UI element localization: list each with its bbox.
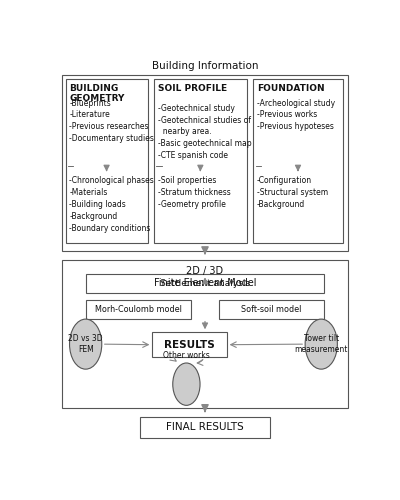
Text: Settlement analysis: Settlement analysis (160, 279, 250, 288)
Text: BUILDING
GEOMETRY: BUILDING GEOMETRY (69, 84, 124, 103)
FancyBboxPatch shape (62, 76, 348, 250)
FancyBboxPatch shape (86, 274, 324, 293)
Text: Tower tilt
measurement: Tower tilt measurement (294, 334, 348, 354)
Text: -Chronological phases
-Materials
-Building loads
-Background
-Boundary condition: -Chronological phases -Materials -Buildi… (69, 176, 154, 233)
FancyBboxPatch shape (154, 79, 247, 243)
FancyBboxPatch shape (219, 300, 324, 318)
Text: Morh-Coulomb model: Morh-Coulomb model (95, 305, 182, 314)
Ellipse shape (305, 319, 337, 369)
Text: -Archeological study
-Previous works
-Previous hypoteses: -Archeological study -Previous works -Pr… (257, 98, 335, 131)
Text: Building Information: Building Information (152, 61, 258, 71)
Text: Soft-soil model: Soft-soil model (242, 305, 302, 314)
FancyBboxPatch shape (253, 79, 343, 243)
Ellipse shape (70, 319, 102, 369)
Text: Other works: Other works (163, 351, 210, 360)
FancyBboxPatch shape (62, 260, 348, 408)
Text: RESULTS: RESULTS (164, 340, 215, 349)
Text: 2D vs 3D
FEM: 2D vs 3D FEM (68, 334, 103, 354)
Text: FINAL RESULTS: FINAL RESULTS (166, 422, 244, 432)
FancyBboxPatch shape (66, 79, 148, 243)
Text: -Configuration
-Structural system
-Background: -Configuration -Structural system -Backg… (257, 176, 328, 209)
Text: -Soil properties
-Stratum thickness
-Geometry profile: -Soil properties -Stratum thickness -Geo… (158, 176, 230, 209)
Ellipse shape (173, 363, 200, 406)
Text: -Blueprints
-Literature
-Previous researches
-Documentary studies: -Blueprints -Literature -Previous resear… (69, 98, 154, 143)
FancyBboxPatch shape (86, 300, 191, 318)
FancyBboxPatch shape (152, 332, 227, 357)
Text: SOIL PROFILE: SOIL PROFILE (158, 84, 227, 93)
Text: 2D / 3D
Finite Element Model: 2D / 3D Finite Element Model (154, 266, 256, 288)
FancyBboxPatch shape (140, 417, 270, 438)
Text: FOUNDATION: FOUNDATION (257, 84, 324, 93)
Text: -Geotechnical study
-Geotechnical studies of
  nearby area.
-Basic geotechnical : -Geotechnical study -Geotechnical studie… (158, 104, 251, 160)
